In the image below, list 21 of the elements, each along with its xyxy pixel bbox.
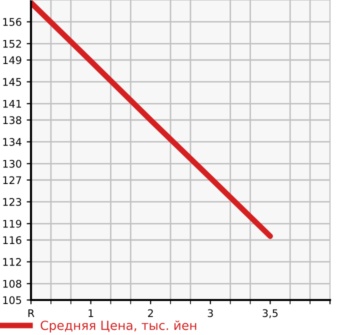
x-tick-label: 3,5: [262, 309, 278, 318]
x-tick-label: 1: [88, 309, 94, 317]
y-tick-label: 116: [3, 236, 22, 244]
y-tick-label: 152: [3, 40, 21, 48]
y-tick-label: 134: [3, 138, 22, 146]
x-tick-label: 3: [208, 309, 213, 318]
y-tick-label: 112: [3, 258, 21, 266]
y-tick-label: 149: [3, 56, 22, 64]
legend-label: Средняя Цена, тыс. йен: [40, 320, 196, 332]
y-tick-label: 145: [3, 78, 22, 86]
y-tick-label: 123: [3, 198, 22, 206]
y-tick-label: 127: [3, 176, 22, 184]
x-tick-label: 2: [148, 309, 153, 317]
y-tick-label: 156: [3, 18, 22, 26]
y-tick-label: 138: [3, 116, 22, 124]
x-tick-label: R: [28, 309, 34, 317]
y-tick-label: 119: [3, 220, 22, 228]
y-tick-label: 141: [3, 100, 22, 108]
y-tick-label: 105: [3, 296, 22, 304]
y-tick-label: 130: [3, 160, 22, 168]
y-tick-label: 108: [3, 280, 22, 288]
